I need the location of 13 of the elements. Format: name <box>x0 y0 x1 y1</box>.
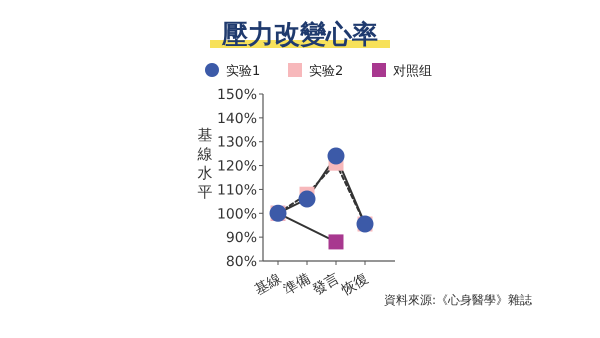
y-tick-label: 150% <box>216 87 257 103</box>
y-tick-label: 90% <box>226 230 257 246</box>
legend-label: 对照组 <box>393 64 432 79</box>
y-tick-label: 130% <box>216 134 257 151</box>
source-note: 資料來源:《心身醫學》雜誌 <box>384 293 532 307</box>
legend-label: 实验2 <box>309 64 344 79</box>
y-tick-label: 140% <box>216 110 257 127</box>
y-tick-label: 80% <box>226 254 257 270</box>
legend-label: 实验1 <box>226 64 260 79</box>
y-tick-label: 100% <box>216 206 257 222</box>
y-axis-title: 基線水平 <box>196 126 212 201</box>
y-tick-label: 110% <box>216 182 257 198</box>
y-tick-label: 120% <box>216 158 257 175</box>
